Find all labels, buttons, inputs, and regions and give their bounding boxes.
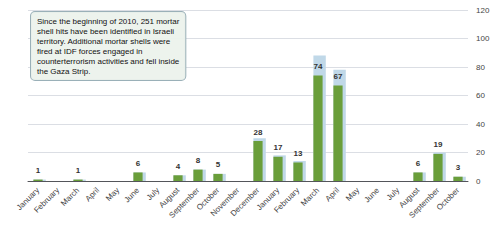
svg-text:3: 3 [456,163,461,172]
svg-text:28: 28 [254,128,263,137]
svg-text:February: February [32,186,61,215]
svg-text:September: September [167,186,201,220]
svg-text:territory. Additional mortar s: territory. Additional mortar shells were [37,37,171,46]
svg-text:17: 17 [274,143,283,152]
svg-text:20: 20 [476,148,485,157]
svg-text:June: June [363,185,382,204]
svg-text:6: 6 [136,159,141,168]
svg-text:74: 74 [314,62,323,71]
svg-text:June: June [123,185,142,204]
svg-text:80: 80 [476,63,485,72]
svg-text:40: 40 [476,120,485,129]
svg-text:120: 120 [476,6,490,15]
svg-text:the Gaza Strip.: the Gaza Strip. [37,67,90,76]
svg-text:July: July [145,186,161,202]
svg-text:1: 1 [36,166,41,175]
svg-text:4: 4 [176,162,181,171]
svg-text:0: 0 [476,177,481,186]
svg-text:5: 5 [216,160,221,169]
svg-text:October: October [194,185,222,213]
svg-text:6: 6 [416,159,421,168]
svg-text:8: 8 [196,156,201,165]
svg-text:1: 1 [76,166,81,175]
svg-text:100: 100 [476,34,490,43]
svg-text:November: November [208,185,242,219]
svg-text:September: September [407,186,441,220]
svg-text:60: 60 [476,91,485,100]
svg-text:fired at IDF forces engaged in: fired at IDF forces engaged in [37,47,142,56]
svg-text:March: March [59,186,81,208]
svg-text:January: January [254,185,282,213]
svg-text:Since the beginning of 2010, 2: Since the beginning of 2010, 251 mortar [37,17,180,26]
svg-text:July: July [385,186,401,202]
svg-text:counterterrorism activities an: counterterrorism activities and fell ins… [37,57,180,66]
svg-text:19: 19 [434,140,443,149]
svg-text:August: August [397,185,422,210]
svg-text:April: April [324,186,342,204]
svg-text:67: 67 [334,72,343,81]
svg-text:May: May [104,186,121,203]
svg-text:13: 13 [294,149,303,158]
svg-text:October: October [435,186,462,213]
svg-text:January: January [14,185,42,213]
svg-text:shell hits have been identifie: shell hits have been identified in Israe… [37,27,174,36]
svg-text:March: March [299,186,321,208]
svg-text:May: May [344,186,361,203]
svg-text:August: August [157,185,182,210]
svg-text:February: February [272,186,301,215]
svg-text:December: December [229,186,262,219]
svg-text:April: April [84,186,102,204]
